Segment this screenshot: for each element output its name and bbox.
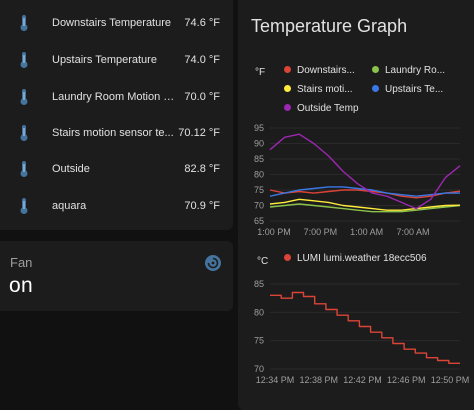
sensor-name: Laundry Room Motion Se... — [52, 91, 180, 103]
sensor-value: 70.12 °F — [178, 127, 220, 139]
thermometer-icon — [18, 14, 30, 32]
sensor-name: Upstairs Temperature — [52, 54, 157, 66]
fan-icon[interactable] — [205, 255, 221, 271]
legend-dot-icon — [284, 85, 291, 92]
legend-upstairs[interactable]: Upstairs Te... — [372, 84, 448, 95]
sensor-value: 74.6 °F — [184, 17, 220, 29]
f-chart-unit: °F — [255, 67, 266, 78]
fan-card[interactable]: Fan on — [0, 241, 233, 311]
legend-outside[interactable]: Outside Temp — [284, 103, 374, 114]
sensor-row[interactable]: Downstairs Temperature 74.6 °F — [0, 6, 233, 42]
x-tick-label: 12:42 PM — [343, 375, 382, 385]
graph-title: Temperature Graph — [251, 16, 408, 36]
sensor-name: Stairs motion sensor te... — [52, 127, 174, 139]
y-tick-label: 85 — [254, 279, 264, 289]
series-line — [269, 133, 461, 210]
sensor-row[interactable]: Stairs motion sensor te... 70.12 °F — [0, 116, 233, 152]
sensor-row[interactable]: aquara 70.9 °F — [0, 189, 233, 225]
c-chart-unit: °C — [257, 256, 269, 267]
sensor-value: 70.9 °F — [184, 200, 220, 212]
legend-dot-icon — [284, 104, 291, 111]
y-tick-label: 65 — [254, 216, 264, 226]
y-tick-label: 85 — [254, 154, 264, 164]
thermometer-icon — [18, 88, 30, 106]
fan-title: Fan — [10, 255, 33, 270]
thermometer-icon — [18, 51, 30, 69]
x-tick-label: 1:00 AM — [350, 227, 383, 237]
y-tick-label: 80 — [254, 170, 264, 180]
x-tick-label: 12:34 PM — [256, 375, 295, 385]
y-tick-label: 75 — [254, 185, 264, 195]
legend-laundry[interactable]: Laundry Ro... — [372, 65, 446, 76]
thermometer-icon — [18, 197, 30, 215]
y-tick-label: 95 — [254, 123, 264, 133]
sensor-value: 74.0 °F — [184, 54, 220, 66]
y-tick-label: 70 — [254, 364, 264, 374]
x-tick-label: 7:00 AM — [396, 227, 429, 237]
x-tick-label: 7:00 PM — [304, 227, 338, 237]
sensor-row[interactable]: Outside 82.8 °F — [0, 152, 233, 188]
fan-state: on — [9, 274, 33, 297]
series-line — [269, 203, 461, 213]
temperature-graph-card: Temperature Graph °F Downstairs... Laund… — [238, 0, 474, 410]
legend-dot-icon — [284, 254, 291, 261]
legend-downstairs[interactable]: Downstairs... — [284, 65, 359, 76]
fahrenheit-line-chart: 95 90 85 80 75 70 651:00 PM 7:00 PM 1:00 AM 7:00 … — [254, 123, 461, 237]
thermometer-icon — [18, 124, 30, 142]
y-tick-label: 70 — [254, 201, 264, 211]
series-line — [270, 291, 460, 364]
series-line — [269, 189, 461, 199]
legend-stairs[interactable]: Stairs moti... — [284, 84, 359, 95]
legend-lumi[interactable]: LUMI lumi.weather 18ecc506 — [284, 253, 469, 264]
y-tick-label: 75 — [254, 336, 264, 346]
sensor-value: 82.8 °F — [184, 163, 220, 175]
sensor-row[interactable]: Upstairs Temperature 74.0 °F — [0, 43, 233, 79]
legend-dot-icon — [284, 66, 291, 73]
sensor-name: aquara — [52, 200, 87, 212]
sensor-name: Outside — [52, 163, 90, 175]
x-tick-label: 1:00 PM — [257, 227, 291, 237]
series-line — [269, 198, 461, 211]
sensor-list-card: Downstairs Temperature 74.6 °F Upstairs Te… — [0, 0, 233, 230]
sensor-value: 70.0 °F — [184, 91, 220, 103]
legend-dot-icon — [372, 85, 379, 92]
thermometer-icon — [18, 160, 30, 178]
y-tick-label: 80 — [254, 307, 264, 317]
x-tick-label: 12:46 PM — [387, 375, 426, 385]
x-tick-label: 12:50 PM — [431, 375, 470, 385]
legend-dot-icon — [372, 66, 379, 73]
sensor-name: Downstairs Temperature — [52, 17, 172, 29]
sensor-row[interactable]: Laundry Room Motion Se... 70.0 °F — [0, 80, 233, 116]
y-tick-label: 90 — [254, 139, 264, 149]
x-tick-label: 12:38 PM — [299, 375, 338, 385]
